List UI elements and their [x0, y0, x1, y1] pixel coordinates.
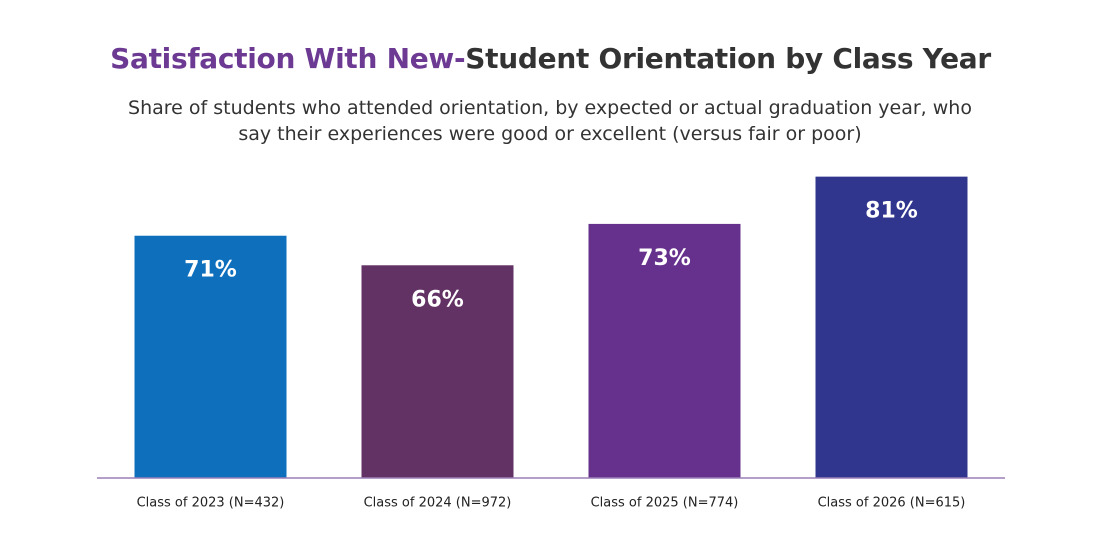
title-part: Satisfaction With New- — [110, 42, 466, 75]
bar — [134, 235, 287, 478]
x-tick-label: Class of 2025 (N=774) — [591, 496, 739, 511]
value-label: 66% — [411, 287, 464, 312]
value-label: 73% — [638, 246, 691, 271]
bar — [588, 223, 741, 478]
bar — [361, 265, 514, 478]
bar — [815, 176, 968, 479]
chart-title: Satisfaction With New-Student Orientatio… — [0, 42, 1101, 75]
value-label: 71% — [184, 258, 237, 283]
title-part: Student Orientation by Class Year — [465, 42, 991, 75]
value-label: 81% — [865, 199, 918, 224]
x-tick-label: Class of 2026 (N=615) — [818, 496, 966, 511]
x-tick-label: Class of 2024 (N=972) — [364, 496, 512, 511]
x-tick-label: Class of 2023 (N=432) — [137, 496, 285, 511]
chart-subtitle: Share of students who attended orientati… — [128, 97, 972, 145]
